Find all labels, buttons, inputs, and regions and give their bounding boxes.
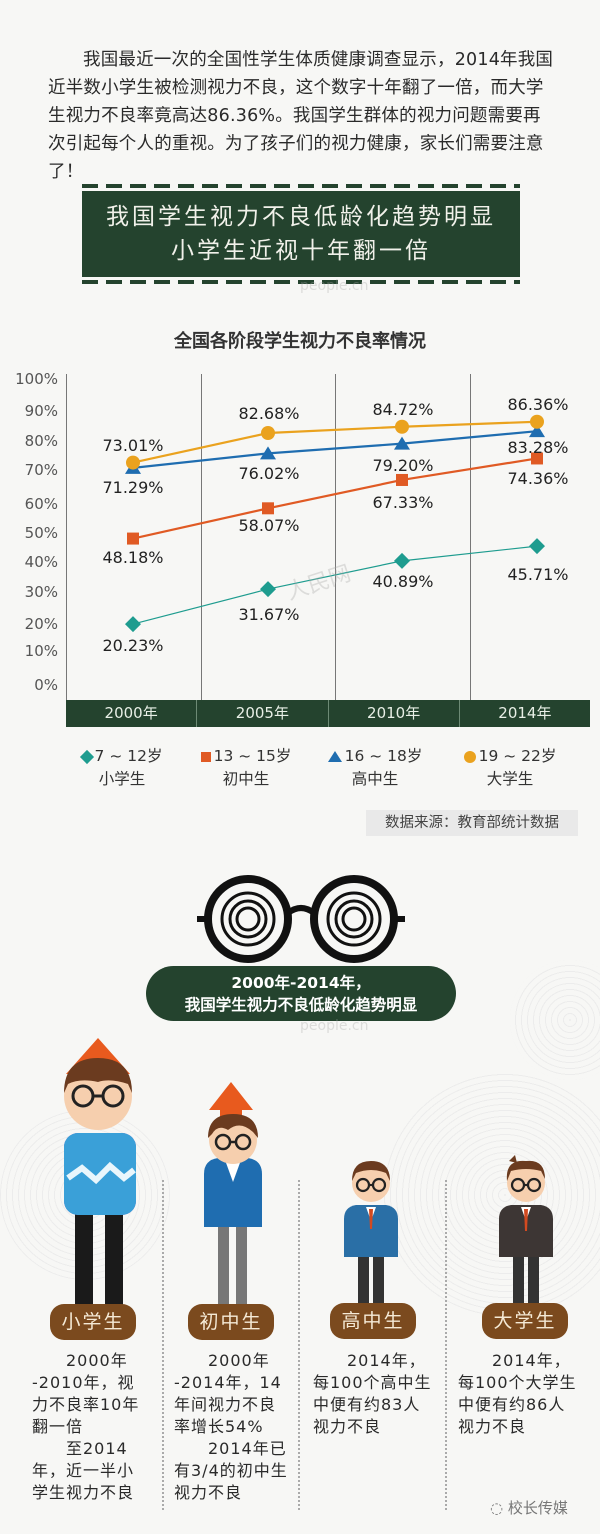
stage-label-junior: 初中生 — [188, 1304, 274, 1340]
college-student-figure — [499, 1155, 553, 1307]
stage-text-senior: 2014年， 每100个高中生 中便有约83人 视力不良 — [313, 1351, 432, 1436]
watermark-people: people.cn — [300, 1018, 369, 1034]
column-divider — [445, 1180, 447, 1510]
y-tick: 100% — [15, 370, 58, 388]
banner-dashed-border-top — [82, 184, 520, 188]
data-label: 67.33% — [372, 493, 434, 512]
stage-label-primary: 小学生 — [50, 1304, 136, 1340]
stage-text-college: 2014年， 每100个大学生 中便有约86人 视力不良 — [458, 1351, 577, 1436]
x-tick: 2005年 — [197, 700, 329, 727]
x-tick: 2014年 — [498, 704, 552, 722]
chart-title: 全国各阶段学生视力不良率情况 — [174, 331, 426, 352]
banner-dashed-border-bottom — [82, 280, 520, 284]
trend-pill: 2000年-2014年， 我国学生视力不良低龄化趋势明显 — [146, 966, 456, 1021]
grid-line — [335, 374, 336, 701]
stage-label-college: 大学生 — [482, 1303, 568, 1339]
ring-pattern — [380, 1070, 600, 1320]
legend-item-college: 19 ~ 22岁 大学生 — [455, 745, 565, 791]
data-label: 84.72% — [372, 400, 434, 419]
watermark-people: people.cn — [300, 278, 369, 294]
headline-banner: 我国学生视力不良低龄化趋势明显 小学生近视十年翻一倍 — [82, 184, 520, 284]
wechat-logo-icon: ◌ — [490, 1499, 508, 1517]
triangle-marker-icon — [327, 751, 342, 762]
data-label: 48.18% — [102, 548, 164, 567]
y-tick: 90% — [24, 402, 58, 420]
column-divider — [298, 1180, 300, 1510]
stage-label-senior: 高中生 — [330, 1303, 416, 1339]
column-divider — [162, 1180, 164, 1510]
grid-line — [201, 374, 202, 701]
data-label: 79.20% — [372, 456, 434, 475]
data-label: 40.89% — [372, 572, 434, 591]
y-tick: 40% — [24, 553, 58, 571]
primary-student-figure — [64, 1038, 136, 1308]
data-label: 82.68% — [238, 404, 300, 423]
intro-paragraph: 我国最近一次的全国性学生体质健康调查显示，2014年我国近半数小学生被检测视力不… — [48, 50, 554, 182]
x-tick: 2000年 — [66, 700, 198, 727]
circle-marker-icon — [463, 750, 476, 763]
data-label: 58.07% — [238, 516, 300, 535]
data-label: 83.28% — [507, 438, 569, 457]
junior-student-figure — [204, 1082, 262, 1307]
y-tick: 80% — [24, 432, 58, 450]
legend-item-junior: 13 ~ 15岁 初中生 — [196, 745, 296, 791]
y-tick: 60% — [24, 495, 58, 513]
data-label: 71.29% — [102, 478, 164, 497]
chalkboard: 我国学生视力不良低龄化趋势明显 小学生近视十年翻一倍 — [82, 191, 520, 277]
data-label: 86.36% — [507, 395, 569, 414]
axis-line — [66, 374, 67, 701]
data-label: 76.02% — [238, 464, 300, 483]
senior-student-figure — [344, 1161, 398, 1307]
up-arrow-icon — [209, 1082, 253, 1122]
y-tick: 20% — [24, 615, 58, 633]
diamond-marker-icon — [79, 749, 94, 764]
square-marker-icon — [200, 751, 211, 762]
plot-lines — [125, 414, 545, 633]
data-label: 20.23% — [102, 636, 164, 655]
y-tick: 30% — [24, 583, 58, 601]
legend-item-senior: 16 ~ 18岁 高中生 — [320, 745, 430, 791]
data-label: 73.01% — [102, 436, 164, 455]
y-tick: 10% — [24, 642, 58, 660]
data-source: 数据来源：教育部统计数据 — [366, 810, 578, 836]
stage-text-junior: 2000年 -2014年，14 年间视力不良 率增长54% 2014年已 有3/… — [174, 1351, 288, 1502]
chart-legend: 7 ~ 12岁 小学生 13 ~ 15岁 初中生 16 ~ 18岁 高中生 19… — [0, 745, 600, 795]
footer-account: ◌ 校长传媒 — [490, 1499, 568, 1517]
x-axis-bar: 2000年 2005年 2010年 2014年 — [66, 700, 590, 727]
x-tick: 2010年 — [329, 700, 460, 727]
data-label: 45.71% — [507, 565, 569, 584]
banner-line-1: 我国学生视力不良低龄化趋势明显 — [106, 204, 496, 230]
y-tick: 70% — [24, 461, 58, 479]
banner-line-2: 小学生近视十年翻一倍 — [171, 238, 431, 264]
y-tick: 50% — [24, 524, 58, 542]
ring-pattern — [510, 960, 600, 1080]
grid-line — [470, 374, 471, 701]
data-label: 31.67% — [238, 605, 300, 624]
stage-text-primary: 2000年 -2010年，视 力不良率10年 翻一倍 至2014 年，近一半小 … — [32, 1351, 140, 1502]
glasses-icon — [197, 875, 405, 963]
data-label: 74.36% — [507, 469, 569, 488]
line-chart: 100% 90% 80% 70% 60% 50% 40% 30% 20% 10%… — [0, 360, 600, 730]
legend-item-primary: 7 ~ 12岁 小学生 — [72, 745, 172, 791]
y-tick: 0% — [34, 676, 58, 694]
